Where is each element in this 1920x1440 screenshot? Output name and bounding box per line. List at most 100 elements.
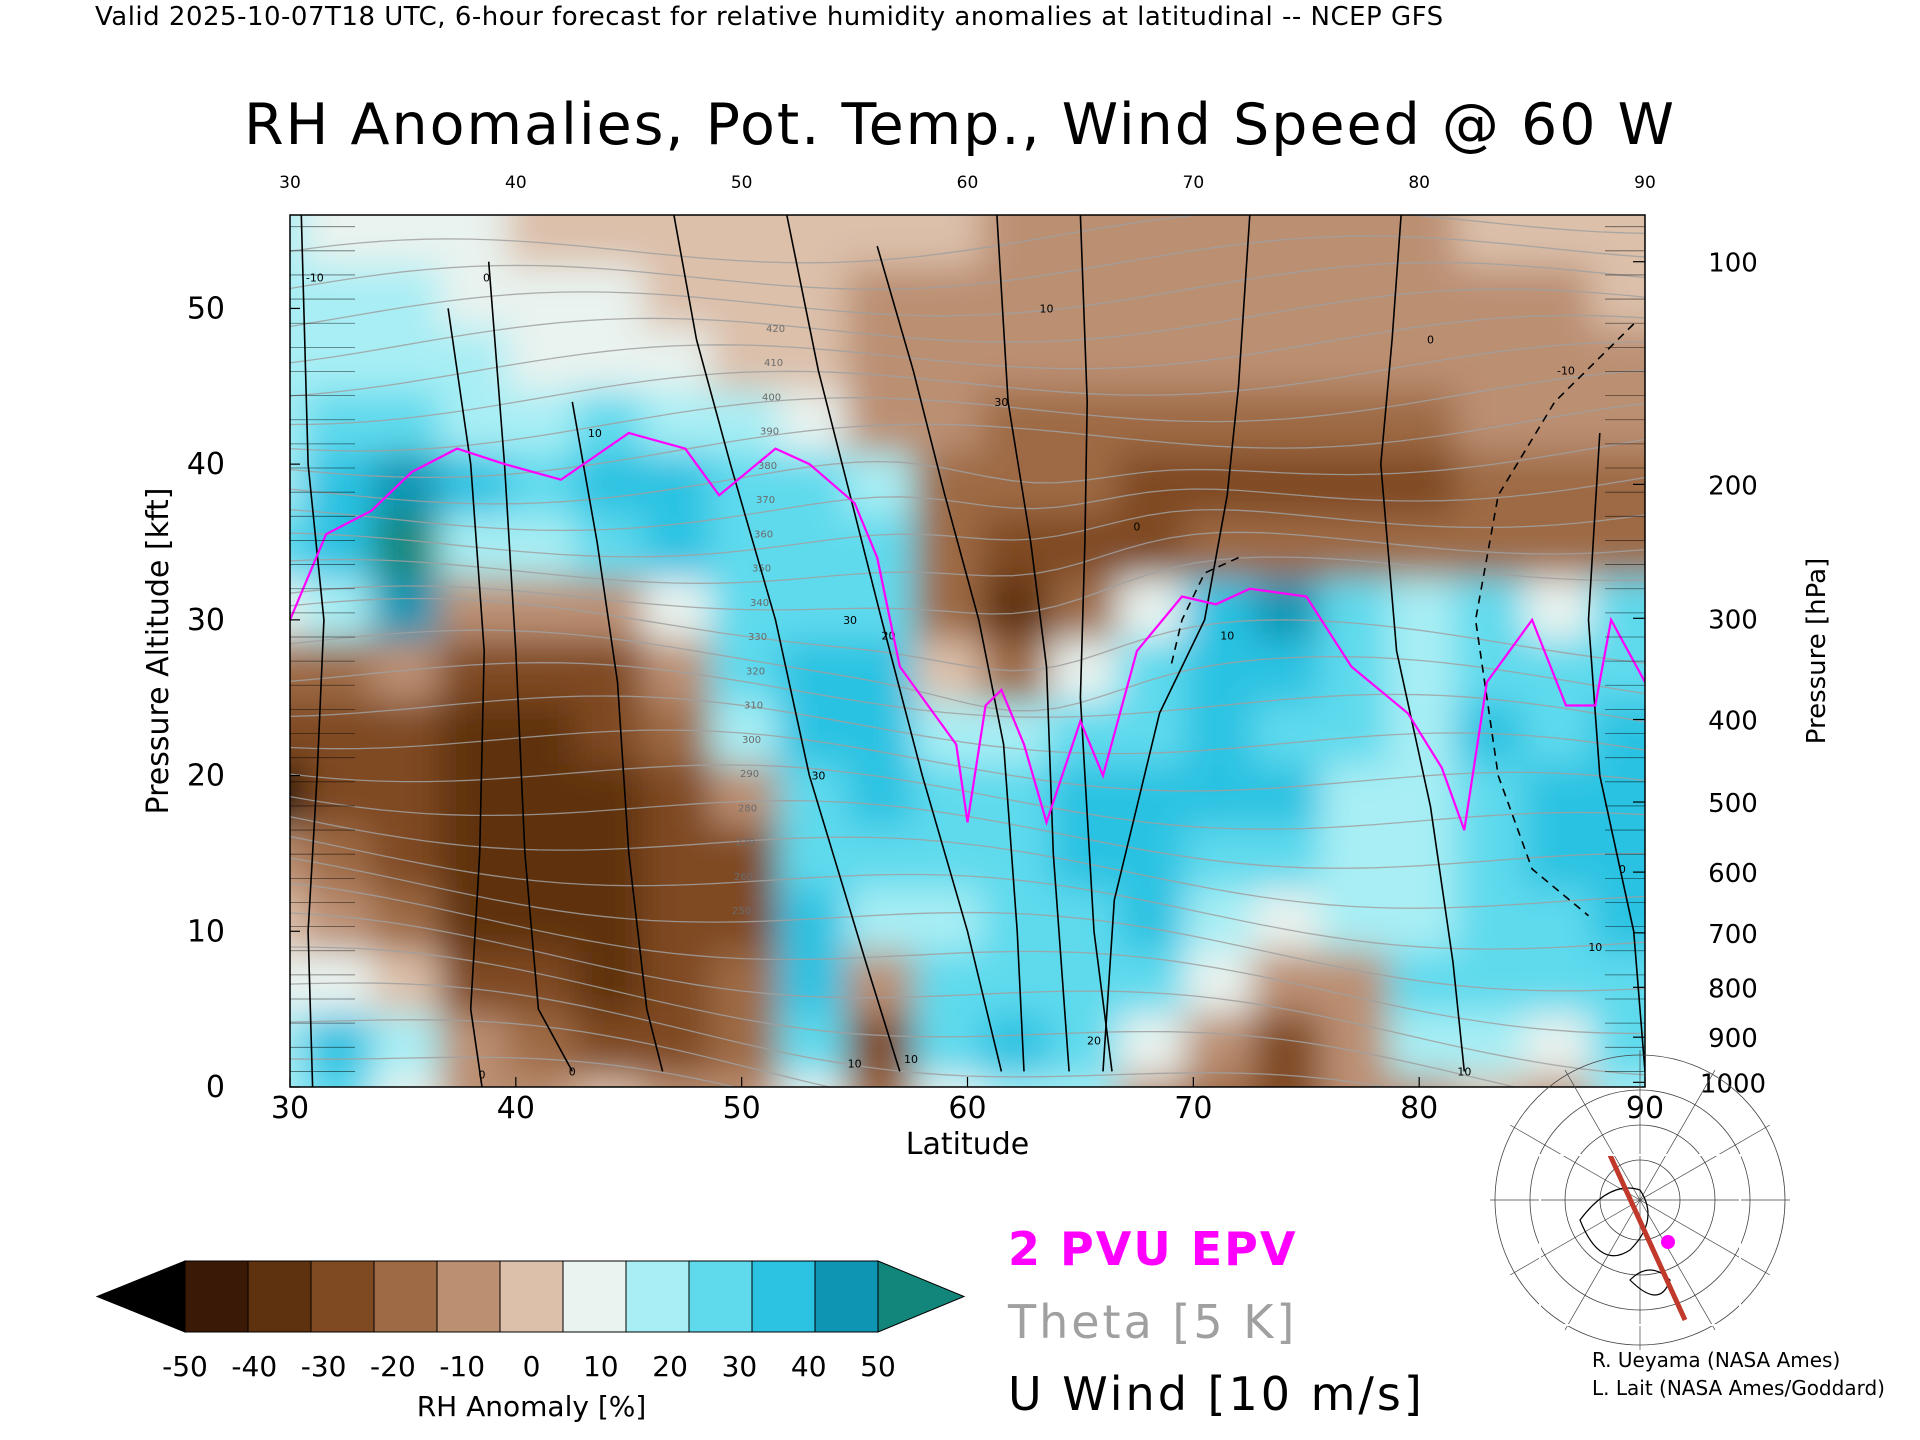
colorbar-tick-label: 20 <box>652 1350 688 1383</box>
locator-map-inset <box>1490 1050 1790 1350</box>
theta-line <box>290 982 1391 1087</box>
uwind-label: 0 <box>483 271 490 284</box>
y-tick-label: 0 <box>206 1070 225 1105</box>
colorbar-tick-label: -20 <box>370 1350 416 1383</box>
y-tick-label: 20 <box>187 759 225 794</box>
colorbar-swatch <box>436 1260 501 1333</box>
inset-frame <box>1539 1154 1741 1326</box>
colorbar-swatch <box>688 1260 753 1333</box>
theta-line <box>290 597 1645 672</box>
uwind-label: 10 <box>904 1053 918 1066</box>
colorbar-tick-label: 10 <box>583 1350 619 1383</box>
uwind-line <box>447 308 486 1087</box>
colorbar-swatch <box>625 1260 690 1333</box>
pressure-tick-label: 1000 <box>1700 1069 1766 1099</box>
y-tick-label: 10 <box>187 914 225 949</box>
uwind-line <box>300 215 325 1087</box>
theta-label: 420 <box>766 324 785 335</box>
inset-meridian <box>1564 1069 1641 1201</box>
top-tick-label: 30 <box>279 173 301 193</box>
credit-line-1: R. Ueyama (NASA Ames) <box>1592 1348 1841 1372</box>
theta-label: 340 <box>750 598 769 609</box>
uwind-line <box>996 215 1070 1072</box>
colorbar-tick-label: 30 <box>722 1350 758 1383</box>
colorbar-swatch <box>499 1260 564 1333</box>
theta-label: 310 <box>744 701 763 712</box>
theta-line <box>290 531 1645 584</box>
inset-section-line <box>1607 1153 1688 1322</box>
theta-line <box>290 288 1645 364</box>
uwind-label: 0 <box>1133 520 1140 533</box>
theta-label: 380 <box>758 461 777 472</box>
theta-line <box>290 438 1645 505</box>
colorbar-over-arrow <box>877 1260 966 1333</box>
theta-label: 360 <box>754 529 773 540</box>
pressure-tick-label: 100 <box>1708 249 1758 279</box>
pressure-tick-label: 900 <box>1708 1024 1758 1054</box>
theta-line <box>290 314 1645 397</box>
legend-uwind: U Wind [10 m/s] <box>1008 1367 1425 1421</box>
colorbar: -50 -40 -30 -20 -10 0 10 20 30 40 50 RH Anomaly [%] <box>95 1260 966 1423</box>
x-tick-label: 80 <box>1400 1091 1438 1126</box>
legend-theta: Theta [5 K] <box>1008 1295 1298 1349</box>
y-axis-label: Pressure Altitude [kft] <box>141 488 176 815</box>
top-tick-label: 60 <box>957 173 979 193</box>
uwind-label: 10 <box>588 427 602 440</box>
inset-meridian <box>1509 1199 1641 1276</box>
colorbar-label: RH Anomaly [%] <box>417 1390 647 1423</box>
pressure-tick-label: 200 <box>1708 471 1758 501</box>
credit-line-2: L. Lait (NASA Ames/Goddard) <box>1592 1376 1885 1400</box>
inset-meridian <box>1639 1069 1716 1201</box>
x-tick-label: 70 <box>1174 1091 1212 1126</box>
inset-meridian <box>1639 1199 1771 1276</box>
uwind-label: 30 <box>843 614 857 627</box>
pressure-tick-label: 500 <box>1708 789 1758 819</box>
x-tick-label: 90 <box>1626 1091 1664 1126</box>
uwind-label: -10 <box>306 271 324 284</box>
theta-line <box>290 1019 833 1087</box>
uwind-line <box>1379 215 1466 1072</box>
pressure-tick-label: 300 <box>1708 605 1758 635</box>
theta-line <box>290 729 1645 792</box>
theta-line <box>290 369 1645 452</box>
pressure-tick-label: 700 <box>1708 920 1758 950</box>
uwind-label: 10 <box>1220 629 1234 642</box>
theta-line <box>290 556 1645 615</box>
theta-label: 370 <box>756 495 775 506</box>
x-tick-label: 60 <box>948 1091 986 1126</box>
colorbar-tick-label: 0 <box>523 1350 541 1383</box>
y-tick-label: 50 <box>187 291 225 326</box>
colorbar-swatch <box>373 1260 438 1333</box>
uwind-label: 10 <box>1040 302 1054 315</box>
theta-line <box>290 1056 738 1087</box>
theta-line <box>290 629 1645 712</box>
y2-axis-label: Pressure [hPa] <box>1802 558 1832 745</box>
theta-label: 300 <box>742 735 761 746</box>
colorbar-tick-label: 50 <box>860 1350 896 1383</box>
colorbar-swatch <box>814 1260 879 1333</box>
theta-line <box>290 476 1645 532</box>
uwind-line <box>1079 215 1113 1072</box>
uwind-label: 10 <box>1457 1065 1471 1078</box>
colorbar-tick-label: -30 <box>301 1350 347 1383</box>
theta-label: 320 <box>746 666 765 677</box>
theta-label: 250 <box>732 906 751 917</box>
colorbar-under-arrow <box>95 1260 186 1333</box>
inset-meridian <box>1564 1199 1641 1331</box>
valid-time-header: Valid 2025-10-07T18 UTC, 6-hour forecast… <box>95 2 1444 32</box>
theta-line <box>290 882 1645 1035</box>
theta-line <box>290 402 1645 479</box>
colorbar-swatch <box>184 1260 249 1333</box>
uwind-line <box>571 401 664 1072</box>
y-tick-label: 40 <box>187 447 225 482</box>
colorbar-swatch <box>310 1260 375 1333</box>
uwind-line <box>786 215 1003 1072</box>
theta-label: 280 <box>738 803 757 814</box>
theta-contours: 4204104003903803703603503403303203103002… <box>290 215 1645 1087</box>
uwind-label: 0 <box>1619 863 1626 876</box>
theta-line <box>290 508 1645 558</box>
top-tick-label: 90 <box>1634 173 1656 193</box>
uwind-label: 0 <box>1427 334 1434 347</box>
